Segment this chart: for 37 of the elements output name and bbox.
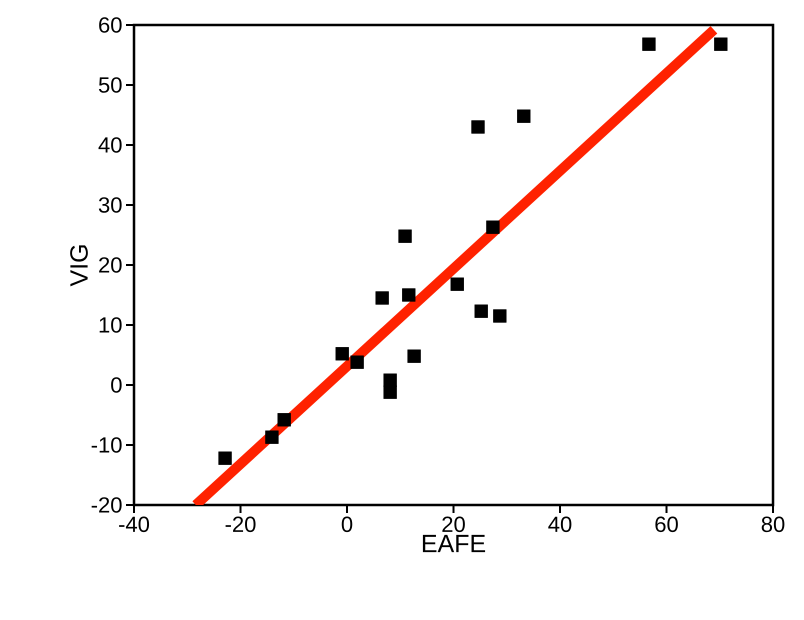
x-tick-label: -20 [226, 516, 256, 532]
x-tick-label: 0 [342, 516, 352, 532]
point [383, 373, 397, 387]
point [407, 349, 421, 363]
point [218, 451, 232, 465]
x-tick-label: 20 [442, 516, 465, 532]
y-tick-label: 30 [98, 197, 122, 213]
y-tick-label: 60 [99, 17, 122, 33]
y-tick-label: 40 [98, 137, 122, 153]
y-tick-label: -20 [92, 497, 122, 513]
y-tick-label: 20 [99, 257, 122, 273]
point [474, 304, 488, 318]
point [486, 220, 500, 234]
point [471, 120, 485, 134]
point [402, 288, 416, 302]
point [265, 430, 279, 444]
y-tick-label: -10 [92, 437, 122, 453]
y-tick-label: 50 [98, 77, 122, 93]
point [350, 355, 364, 369]
point [493, 309, 507, 323]
point [714, 37, 728, 51]
point [642, 37, 656, 51]
point [277, 413, 291, 426]
x-tick-label: 60 [655, 516, 678, 532]
x-tick-label: 40 [548, 516, 572, 532]
point [398, 229, 412, 243]
point [517, 109, 530, 123]
point [383, 385, 397, 399]
point [375, 291, 389, 305]
point [450, 277, 464, 291]
x-axis-title: EAFE [422, 534, 486, 552]
x-tick-label: 80 [762, 516, 784, 532]
x-tick-label: -40 [119, 516, 150, 532]
point [336, 347, 349, 360]
y-tick-label: 0 [111, 377, 122, 393]
y-tick-label: 10 [100, 317, 122, 333]
y-axis-title: VIG [70, 245, 88, 286]
